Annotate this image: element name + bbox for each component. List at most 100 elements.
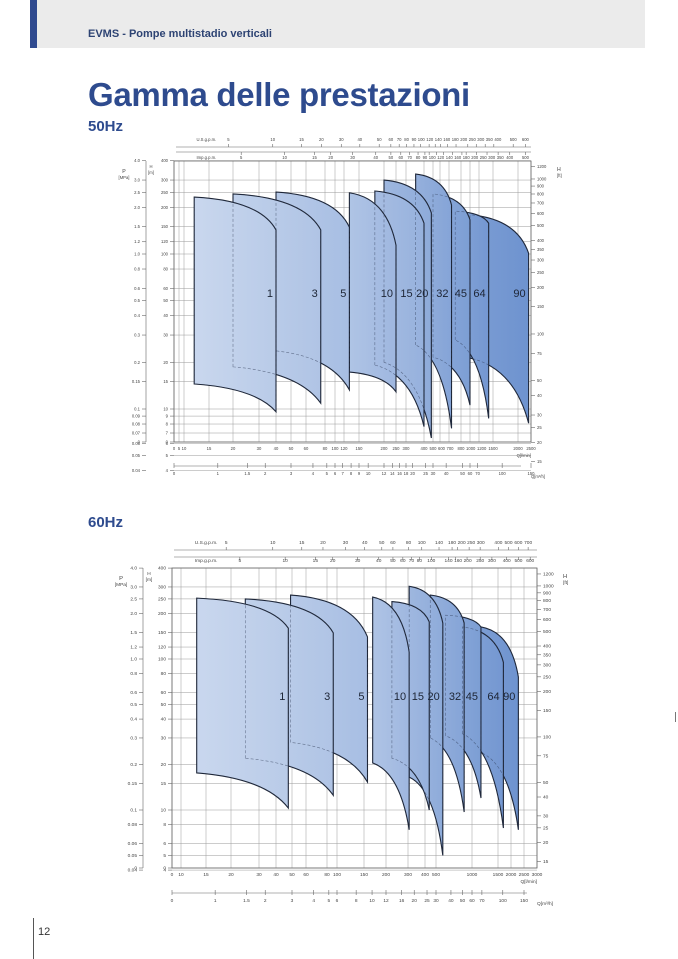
pump-model-label: 3 xyxy=(324,691,330,703)
flow-m3h-tick-label: 8 xyxy=(355,898,358,904)
pump-envelope-hidden-edge xyxy=(429,594,465,813)
head-tick-label: 5 xyxy=(166,453,169,458)
us-gpm-tick-label: 200 xyxy=(460,137,468,142)
pressure-tick-label: 0.04 xyxy=(128,868,138,874)
flow-m3h-axis-label: Q[m³/h] xyxy=(537,901,553,907)
flow-tick-label: 30 xyxy=(256,872,262,878)
pump-envelope-hidden-edge xyxy=(469,214,529,424)
pump-model-label: 64 xyxy=(473,288,485,300)
feet-tick-label: 1200 xyxy=(543,571,554,577)
flow-m3h-tick-label: 16 xyxy=(397,471,402,476)
flow-m3h-tick-label: 12 xyxy=(383,898,389,904)
us-gpm-axis-label: U.S.g.p.m. xyxy=(195,540,218,546)
pressure-tick-label: 0.8 xyxy=(130,671,137,677)
feet-tick-label: 150 xyxy=(543,708,551,714)
flow-axis-label: Q[l/min] xyxy=(520,879,537,885)
head-tick-label: 4 xyxy=(163,868,166,874)
flow-m3h-tick-label: 60 xyxy=(469,898,475,904)
flow-tick-label: 500 xyxy=(432,872,440,878)
plot-frame xyxy=(171,567,538,869)
head-tick-label: 200 xyxy=(161,205,169,210)
flow-m3h-tick-label: 8 xyxy=(350,471,353,476)
flow-m3h-tick-label: 18 xyxy=(404,471,409,476)
pressure-axis: 4.0 3.0 2.5 2.0 1.5 1.2 1.0 0.8 0.6 0.5 0.4 0.3 0.2 0… xyxy=(132,158,147,473)
pressure-tick-label: 4.0 xyxy=(134,158,140,163)
flow-tick-label: 1500 xyxy=(488,446,498,451)
us-gpm-tick-label: 250 xyxy=(469,137,477,142)
feet-tick-label: 250 xyxy=(537,270,545,275)
flow-m3h-tick-label: 6 xyxy=(336,898,339,904)
us-gpm-tick-label: 160 xyxy=(443,137,451,142)
us-gpm-tick-label: 10 xyxy=(270,137,275,142)
imp-gpm-tick-label: 40 xyxy=(376,558,382,564)
flow-m3h-tick-label: 60 xyxy=(468,471,473,476)
flow-m3h-tick-label: 10 xyxy=(366,471,371,476)
us-gpm-tick-label: 60 xyxy=(388,137,393,142)
pressure-tick-label: 4.0 xyxy=(130,566,137,572)
us-gpm-tick-label: 70 xyxy=(397,137,402,142)
pump-model-label: 15 xyxy=(400,288,412,300)
head-tick-label: 7 xyxy=(166,431,169,436)
flow-m3h-tick-label: 30 xyxy=(431,471,436,476)
pump-model-label: 1 xyxy=(267,288,273,300)
pump-envelope-hidden-edge xyxy=(275,191,350,391)
imp-gpm-tick-label: 250 xyxy=(476,558,484,564)
pressure-axis-label: P xyxy=(119,576,123,582)
flow-m3h-tick-label: 10 xyxy=(369,898,375,904)
head-tick-label: 6 xyxy=(166,441,169,446)
head-tick-label: 40 xyxy=(161,717,167,723)
flow-m3h-tick-label: 4 xyxy=(312,898,315,904)
pressure-tick-label: 1.0 xyxy=(134,252,140,257)
pressure-tick-label: 0.6 xyxy=(134,286,140,291)
feet-tick-label: 250 xyxy=(543,674,551,680)
feet-tick-label: 75 xyxy=(543,753,549,759)
flow-tick-label: 500 xyxy=(430,446,438,451)
flow-tick-label: 60 xyxy=(304,446,309,451)
head-tick-label: 100 xyxy=(161,252,169,257)
head-axis-label: H xyxy=(147,571,151,577)
flow-tick-label: 50 xyxy=(289,446,294,451)
head-tick-label: 20 xyxy=(163,360,168,365)
head-tick-label: 100 xyxy=(158,657,166,663)
feet-tick-label: 75 xyxy=(537,351,542,356)
imp-gpm-tick-label: 200 xyxy=(464,558,472,564)
feet-tick-label: 150 xyxy=(537,304,545,309)
pump-envelope-hidden-edge xyxy=(462,626,504,829)
us-gpm-tick-label: 400 xyxy=(494,137,502,142)
flow-tick-label: 100 xyxy=(333,872,341,878)
page-header: EVMS - Pompe multistadio verticali xyxy=(30,0,645,48)
feet-tick-label: 600 xyxy=(537,211,545,216)
feet-tick-label: 15 xyxy=(543,859,549,865)
feet-tick-label: 400 xyxy=(537,238,545,243)
flow-tick-label: 600 xyxy=(438,446,446,451)
imp-gpm-tick-label: 50 xyxy=(390,558,396,564)
pressure-tick-label: 0.07 xyxy=(132,431,141,436)
feet-tick-label: 30 xyxy=(543,813,549,819)
flow-tick-label: 1000 xyxy=(467,872,478,878)
flow-tick-label: 0 xyxy=(171,872,174,878)
flow-tick-label: 100 xyxy=(332,446,340,451)
pump-model-label: 45 xyxy=(466,691,478,703)
flow-tick-label: 80 xyxy=(323,446,328,451)
pump-envelope-hidden-edge xyxy=(374,190,425,427)
us-gpm-tick-label: 60 xyxy=(390,540,396,546)
flow-tick-label: 20 xyxy=(231,446,236,451)
pressure-tick-label: 0.08 xyxy=(128,822,138,828)
head-tick-label: 300 xyxy=(161,178,169,183)
flow-tick-label: 2500 xyxy=(526,446,536,451)
imp-gpm-tick-label: 160 xyxy=(454,155,462,160)
feet-tick-label: 200 xyxy=(537,285,545,290)
feet-tick-label: 15 xyxy=(537,459,542,464)
flow-m3h-tick-label: 70 xyxy=(475,471,480,476)
flow-m3h-tick-label: 150 xyxy=(528,471,536,476)
pressure-tick-label: 0.8 xyxy=(134,267,140,272)
pressure-tick-label: 2.5 xyxy=(134,190,140,195)
us-gpm-tick-label: 600 xyxy=(514,540,522,546)
imp-gpm-tick-label: 100 xyxy=(429,155,437,160)
flow-m3h-tick-label: 0 xyxy=(173,471,176,476)
us-gpm-tick-label: 120 xyxy=(426,137,434,142)
pump-model-label: 15 xyxy=(412,691,424,703)
imp-gpm-tick-label: 250 xyxy=(480,155,488,160)
imp-gpm-tick-label: 300 xyxy=(488,155,496,160)
flow-m3h-axis-label: Q[m³/h] xyxy=(531,474,545,479)
